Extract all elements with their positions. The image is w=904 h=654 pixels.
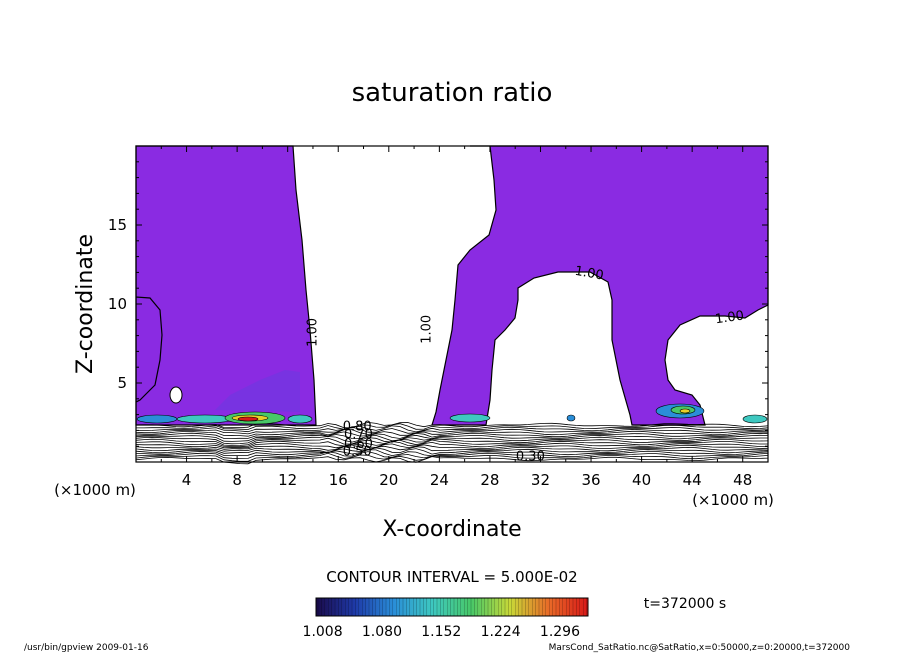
x-tick-label: 32 (531, 471, 550, 489)
colorbar-ramp (315, 597, 589, 617)
x-tick-label: 28 (480, 471, 499, 489)
contour-label: 1.00 (714, 308, 745, 327)
near-surface-contour (135, 423, 769, 430)
near-surface-contour (135, 437, 769, 446)
footer-right: MarsCond_SatRatio.nc@SatRatio,x=0:50000,… (549, 643, 851, 653)
near-surface-contour (135, 443, 769, 451)
contour-label: 1.00 (420, 315, 435, 344)
colorbar-tick-label: 1.152 (421, 624, 461, 640)
supersaturation-patch (449, 413, 491, 423)
near-surface-contour (135, 431, 769, 439)
x-tick-label: 48 (733, 471, 752, 489)
x-tick-label: 12 (278, 471, 297, 489)
y-tick-label: 5 (117, 374, 127, 392)
near-surface-contour (135, 436, 768, 445)
x-tick-label: 8 (232, 471, 242, 489)
x-tick-label: 36 (581, 471, 600, 489)
y-axis-ticks: 5 10 15 (108, 161, 768, 447)
near-surface-contour (135, 426, 768, 435)
near-surface-contour (135, 434, 769, 442)
supersaturation-patches (136, 370, 768, 425)
contour-interval: CONTOUR INTERVAL = 5.000E-02 (326, 568, 577, 586)
near-surface-contours (135, 421, 769, 465)
contour-label: 0.50 (343, 445, 372, 460)
x-tick-label: 4 (182, 471, 192, 489)
y-axis-label: Z-coordinate (73, 234, 98, 374)
x-tick-label: 44 (683, 471, 702, 489)
x-tick-label: 20 (379, 471, 398, 489)
colorbar-tick-label: 1.296 (540, 624, 580, 640)
chart-title: saturation ratio (352, 78, 553, 108)
colorbar-stripes (317, 598, 587, 616)
near-surface-contour (135, 447, 768, 455)
contour-label: 1.00 (574, 264, 605, 284)
colorbar: 1.008 1.080 1.152 1.224 1.296 (303, 597, 589, 640)
contour-label: 0.70 (344, 427, 373, 442)
near-surface-contour (135, 441, 769, 449)
near-surface-contour (135, 425, 769, 433)
contour-label: 0.30 (516, 449, 545, 464)
colorbar-tick-label: 1.224 (481, 624, 521, 640)
near-surface-contour (135, 449, 769, 457)
near-surface-contour (135, 452, 769, 462)
colorbar-tick-label: 1.008 (303, 624, 343, 640)
supersaturation-patch (136, 414, 178, 424)
near-surface-contour (135, 456, 769, 465)
x-tick-label: 24 (430, 471, 449, 489)
weak-supersaturation (215, 370, 300, 412)
colorbar-tick-label: 1.080 (362, 624, 402, 640)
near-surface-contour (135, 429, 769, 437)
x-unit-note-left: (×1000 m) (54, 481, 136, 499)
footer-left: /usr/bin/gpview 2009-01-16 (24, 643, 149, 653)
x-axis-ticks: 4 8 12 16 20 24 28 32 36 40 44 48 (160, 146, 752, 489)
contour-label: 0.60 (344, 437, 373, 452)
near-surface-contour (135, 445, 769, 454)
colorbar-ticks: 1.008 1.080 1.152 1.224 1.296 (303, 624, 581, 640)
saturated-region (431, 145, 769, 426)
supersaturation-patch (679, 408, 691, 414)
supersaturation-patch (566, 414, 576, 422)
x-tick-label: 40 (632, 471, 651, 489)
x-unit-note-right: (×1000 m) (692, 491, 774, 509)
near-surface-contour (135, 421, 769, 429)
time-label: t=372000 s (644, 596, 726, 612)
contour-label: 0.80 (343, 419, 372, 434)
x-axis-label: X-coordinate (382, 517, 521, 542)
unsaturated-hole (169, 386, 183, 404)
supersaturation-patch (176, 414, 234, 424)
x-tick-label: 16 (329, 471, 348, 489)
y-tick-label: 15 (108, 216, 127, 234)
near-surface-contour (135, 451, 769, 459)
contour-labels: 1.00 1.00 1.00 1.00 0.800.700.600.50 0.30 (306, 264, 745, 465)
supersaturation-patch (742, 414, 768, 424)
supersaturation-patch (287, 414, 313, 424)
y-tick-label: 10 (108, 295, 127, 313)
contour-label: 1.00 (306, 318, 321, 347)
near-surface-contour (135, 439, 768, 448)
supersaturation-patch (237, 416, 259, 422)
